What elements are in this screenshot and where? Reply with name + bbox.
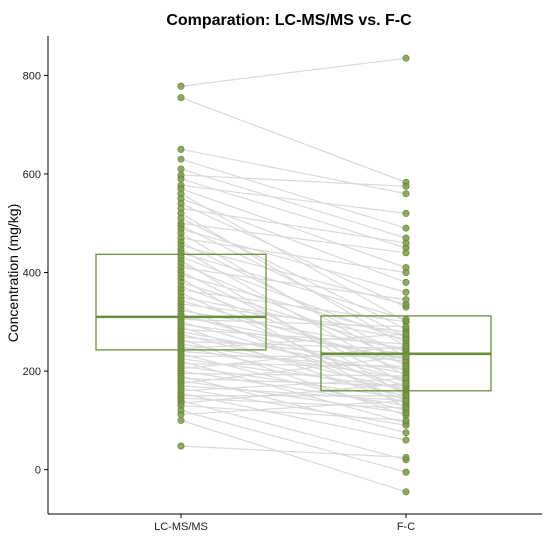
data-point bbox=[402, 288, 410, 296]
pair-line bbox=[180, 377, 407, 387]
data-point bbox=[402, 209, 410, 217]
data-point bbox=[402, 352, 410, 360]
pair-line bbox=[180, 303, 407, 333]
data-point bbox=[402, 404, 410, 412]
data-point bbox=[402, 296, 410, 304]
x-tick-label: LC-MS/MS bbox=[154, 521, 208, 533]
pair-line bbox=[180, 400, 407, 416]
pair-line bbox=[180, 168, 407, 239]
y-tick-label: 0 bbox=[35, 465, 41, 477]
pair-line bbox=[180, 188, 407, 269]
y-tick-label: 800 bbox=[23, 70, 41, 82]
data-point bbox=[402, 278, 410, 286]
data-point bbox=[177, 175, 185, 183]
points bbox=[177, 54, 410, 496]
pair-line bbox=[180, 174, 407, 187]
pair-line bbox=[180, 409, 407, 473]
pair-line bbox=[180, 375, 407, 434]
pair-line bbox=[180, 345, 407, 370]
data-point bbox=[177, 165, 185, 173]
pair-line bbox=[180, 316, 407, 360]
y-tick-label: 200 bbox=[23, 366, 41, 378]
pair-line bbox=[180, 222, 407, 254]
pair-line bbox=[180, 323, 407, 355]
data-point bbox=[177, 155, 185, 163]
data-point bbox=[402, 249, 410, 257]
pair-line bbox=[180, 252, 407, 320]
pair-line bbox=[180, 271, 407, 384]
pair-line bbox=[180, 363, 407, 367]
pair-line bbox=[180, 328, 407, 345]
pair-line bbox=[180, 445, 407, 458]
data-point bbox=[402, 468, 410, 476]
pair-line bbox=[180, 372, 407, 377]
pair-line bbox=[180, 292, 407, 394]
pair-line bbox=[180, 212, 407, 347]
x-tick-label: F-C bbox=[397, 521, 415, 533]
pair-line bbox=[180, 400, 407, 461]
y-tick-label: 600 bbox=[23, 169, 41, 181]
chart-title: Comparation: LC-MS/MS vs. F-C bbox=[166, 12, 412, 29]
data-point bbox=[177, 82, 185, 90]
data-point bbox=[402, 488, 410, 496]
pair-line bbox=[180, 313, 407, 382]
pair-line bbox=[180, 217, 407, 330]
data-point bbox=[402, 182, 410, 190]
data-point bbox=[402, 224, 410, 232]
pair-line bbox=[180, 355, 407, 385]
pair-line bbox=[180, 387, 407, 426]
pair-line bbox=[180, 333, 407, 350]
data-point bbox=[402, 362, 410, 370]
axes: 0 200 400 600 800 LC-MS/MS F-C bbox=[23, 36, 542, 533]
pair-line bbox=[180, 419, 407, 493]
pair-lines bbox=[180, 57, 407, 493]
data-point bbox=[402, 54, 410, 62]
pair-line bbox=[180, 263, 407, 362]
pair-line bbox=[180, 392, 407, 441]
data-point bbox=[177, 94, 185, 102]
data-point bbox=[402, 342, 410, 350]
pair-line bbox=[180, 281, 407, 352]
data-point bbox=[402, 379, 410, 387]
pair-line bbox=[180, 228, 407, 293]
pair-line bbox=[180, 380, 407, 414]
data-point bbox=[177, 416, 185, 424]
pair-line bbox=[180, 207, 407, 244]
data-point bbox=[177, 410, 185, 418]
pair-line bbox=[180, 198, 407, 283]
data-point bbox=[402, 429, 410, 437]
pair-line bbox=[180, 382, 407, 404]
data-point bbox=[177, 145, 185, 153]
pair-line bbox=[180, 158, 407, 229]
data-point bbox=[402, 330, 410, 338]
pair-line bbox=[180, 404, 407, 421]
pair-line bbox=[180, 377, 407, 392]
pair-line bbox=[180, 318, 407, 328]
pair-line bbox=[180, 97, 407, 183]
data-point bbox=[402, 453, 410, 461]
data-point bbox=[402, 239, 410, 247]
y-axis-title: Concentration (mg/kg) bbox=[5, 204, 21, 343]
pair-line bbox=[180, 336, 407, 362]
pair-line bbox=[180, 148, 407, 195]
pair-line bbox=[180, 340, 407, 350]
data-point bbox=[402, 397, 410, 405]
data-point bbox=[402, 269, 410, 277]
data-point bbox=[402, 323, 410, 331]
data-point bbox=[402, 436, 410, 444]
y-tick-label: 400 bbox=[23, 268, 41, 280]
data-point bbox=[402, 190, 410, 198]
pair-line bbox=[180, 331, 407, 375]
pair-line bbox=[180, 193, 407, 323]
pair-line bbox=[180, 184, 407, 214]
pair-line bbox=[180, 57, 407, 87]
pair-line bbox=[180, 237, 407, 274]
data-point bbox=[402, 416, 410, 424]
data-point bbox=[177, 442, 185, 450]
pair-line bbox=[180, 370, 407, 407]
pair-line bbox=[180, 267, 407, 301]
pair-line bbox=[180, 333, 407, 392]
